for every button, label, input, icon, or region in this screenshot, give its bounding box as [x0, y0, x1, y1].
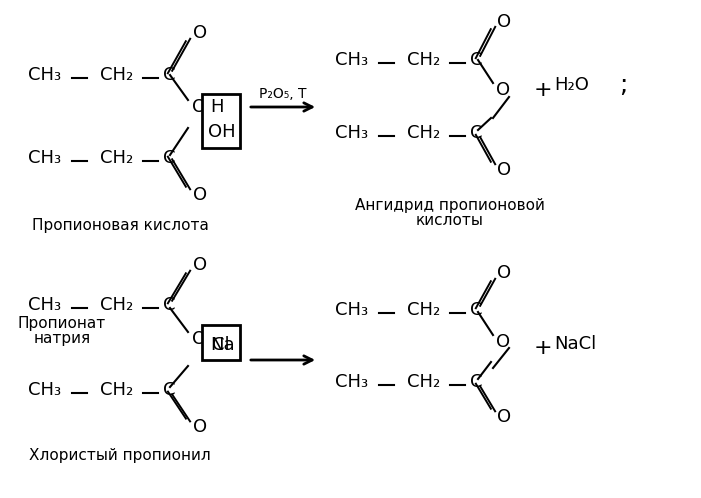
Text: CH₃: CH₃ [28, 66, 61, 84]
Text: CH₃: CH₃ [335, 301, 368, 319]
Text: CH₂: CH₂ [100, 296, 133, 314]
Text: C: C [163, 381, 175, 399]
Text: Пропионат: Пропионат [18, 316, 106, 331]
Text: Ангидрид пропионовой: Ангидрид пропионовой [355, 198, 545, 213]
Text: CH₂: CH₂ [407, 373, 440, 391]
Text: O: O [496, 81, 510, 99]
Text: C: C [163, 66, 175, 84]
Text: C: C [163, 149, 175, 167]
Text: Пропионовая кислота: Пропионовая кислота [32, 218, 208, 233]
Text: C: C [470, 51, 482, 69]
Text: CH₃: CH₃ [28, 296, 61, 314]
Text: CH₃: CH₃ [28, 149, 61, 167]
Text: O: O [496, 333, 510, 351]
Text: CH₂: CH₂ [100, 149, 133, 167]
Text: CH₂: CH₂ [100, 66, 133, 84]
Text: Cl: Cl [212, 336, 230, 354]
Text: NaCl: NaCl [554, 335, 596, 353]
Text: CH₂: CH₂ [100, 381, 133, 399]
Text: OH: OH [208, 123, 236, 141]
Text: O: O [193, 24, 207, 42]
Text: CH₃: CH₃ [335, 373, 368, 391]
Text: O: O [193, 186, 207, 204]
Text: CH₂: CH₂ [407, 51, 440, 69]
Text: O: O [497, 13, 511, 31]
Text: +: + [533, 80, 552, 100]
Text: C: C [470, 373, 482, 391]
Text: натрия: натрия [34, 331, 90, 346]
Text: O: O [193, 256, 207, 274]
Text: ;: ; [619, 73, 627, 97]
Text: H: H [210, 98, 224, 116]
Text: O: O [497, 408, 511, 426]
Text: CH₂: CH₂ [407, 301, 440, 319]
Text: O: O [497, 264, 511, 282]
Text: P₂O₅, T: P₂O₅, T [259, 87, 307, 101]
Text: Хлористый пропионил: Хлористый пропионил [29, 448, 211, 463]
Text: C: C [470, 124, 482, 142]
Text: O: O [192, 330, 206, 348]
Text: O: O [497, 161, 511, 179]
Bar [202, 94, 240, 148]
Text: O: O [193, 418, 207, 436]
Text: кислоты: кислоты [416, 213, 484, 228]
Text: O: O [192, 98, 206, 116]
Text: CH₃: CH₃ [335, 51, 368, 69]
Bar [202, 325, 240, 360]
Text: C: C [163, 296, 175, 314]
Text: H₂O: H₂O [554, 76, 590, 94]
Text: CH₃: CH₃ [28, 381, 61, 399]
Text: CH₂: CH₂ [407, 124, 440, 142]
Text: CH₃: CH₃ [335, 124, 368, 142]
Text: C: C [470, 301, 482, 319]
Text: +: + [533, 338, 552, 358]
Text: Na: Na [210, 336, 235, 354]
